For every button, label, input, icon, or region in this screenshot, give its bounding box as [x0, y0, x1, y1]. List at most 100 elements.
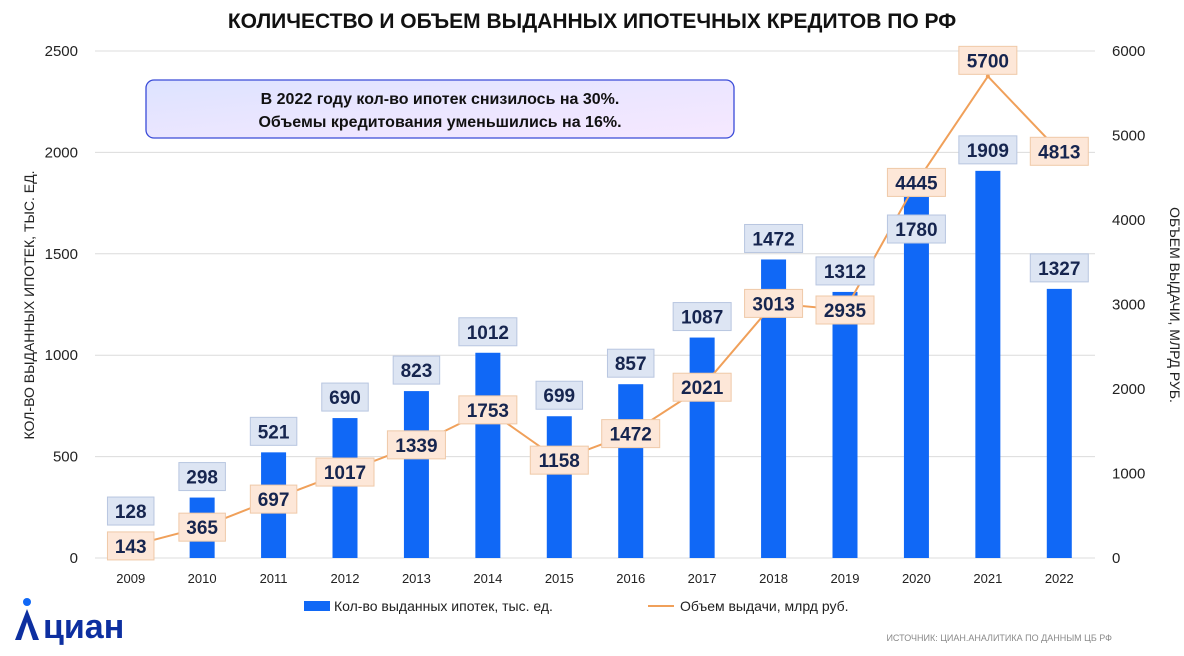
bar — [832, 291, 858, 558]
left-axis-title: КОЛ-ВО ВЫДАННЫХ ИПОТЕК, ТЫС. ЕД. — [21, 170, 37, 439]
x-axis-ticks: 2009 2010 2011 2012 2013 2014 2015 2016 2017 2018… — [116, 571, 1073, 586]
bar-label-text: 298 — [186, 468, 218, 489]
bar — [903, 197, 929, 559]
right-tick-label: 3000 — [1112, 297, 1145, 314]
line-label: 1339 — [386, 430, 446, 460]
location-pin-person-icon — [15, 598, 39, 640]
line-label-box — [744, 288, 804, 318]
line-data-labels: 143 365 697 1017 1339 1753 1158 1472 2021 3013 293… — [106, 45, 1089, 561]
bar — [618, 384, 644, 558]
x-tick-label: 2009 — [116, 571, 145, 586]
line-label-text: 3013 — [752, 294, 794, 315]
bar-label-box — [392, 355, 441, 385]
line-label-text: 2021 — [681, 378, 724, 399]
line-label-text: 1158 — [539, 451, 580, 472]
line-label-box — [315, 457, 375, 487]
bar-label: 1087 — [672, 302, 732, 332]
line-label-text: 1472 — [610, 425, 652, 446]
x-tick-label: 2020 — [902, 571, 931, 586]
bar — [975, 170, 1001, 558]
right-axis-ticks: 0 1000 2000 3000 4000 5000 6000 — [1112, 43, 1145, 567]
bar-label: 823 — [392, 355, 441, 385]
line-label: 697 — [249, 484, 298, 514]
bar-label: 1909 — [958, 135, 1018, 165]
right-tick-label: 1000 — [1112, 466, 1145, 483]
bar-label-box — [958, 135, 1018, 165]
bar-label-box — [458, 317, 518, 347]
bar-label-text: 1780 — [895, 220, 937, 241]
bar-label-box — [1029, 253, 1089, 283]
right-tick-label: 4000 — [1112, 212, 1145, 229]
right-tick-label: 6000 — [1112, 43, 1145, 60]
bar-label-box — [744, 223, 804, 253]
line-label: 1158 — [529, 445, 589, 475]
bar-label: 1327 — [1029, 253, 1089, 283]
bar — [1046, 288, 1072, 558]
bar-label-box — [178, 462, 226, 492]
line-label-box — [958, 45, 1018, 75]
line-label: 1753 — [458, 395, 518, 425]
bar — [689, 337, 715, 558]
line-label-text: 2935 — [824, 301, 867, 322]
source-note: ИСТОЧНИК: ЦИАН.АНАЛИТИКА ПО ДАННЫМ ЦБ РФ — [886, 633, 1112, 643]
bar-label-text: 521 — [258, 422, 290, 443]
bar — [475, 352, 501, 558]
line-label-text: 5700 — [967, 51, 1009, 72]
annotation-box: В 2022 году кол-во ипотек снизилось на 3… — [145, 79, 735, 139]
line-label: 365 — [178, 512, 226, 542]
bar — [546, 416, 572, 558]
line-label-text: 365 — [186, 518, 218, 539]
annotation-line-1: В 2022 году кол-во ипотек снизилось на 3… — [261, 91, 620, 108]
left-tick-label: 2500 — [45, 43, 78, 60]
bar — [403, 391, 429, 558]
line-label-box — [886, 167, 946, 197]
line-label: 2935 — [815, 295, 875, 325]
left-tick-label: 1000 — [45, 347, 78, 364]
bar-label-box — [249, 416, 298, 446]
line-label-text: 143 — [115, 537, 147, 558]
bar-label-text: 690 — [329, 388, 361, 409]
bar-label-text: 1087 — [681, 308, 723, 329]
x-tick-label: 2016 — [616, 571, 645, 586]
left-tick-label: 500 — [53, 449, 78, 466]
annotation-line-2: Объемы кредитования уменьшились на 16%. — [258, 114, 621, 131]
line-label-text: 1753 — [467, 401, 509, 422]
bar-label-text: 857 — [615, 354, 647, 375]
line-label-box — [106, 531, 155, 561]
line-label: 143 — [106, 531, 155, 561]
x-tick-label: 2010 — [188, 571, 217, 586]
right-tick-label: 0 — [1112, 550, 1120, 567]
x-tick-label: 2015 — [545, 571, 574, 586]
bar-label-text: 1472 — [752, 229, 794, 250]
right-tick-label: 2000 — [1112, 381, 1145, 398]
line-label: 4813 — [1029, 136, 1089, 166]
chart-title: КОЛИЧЕСТВО И ОБЪЕМ ВЫДАННЫХ ИПОТЕЧНЫХ КР… — [228, 10, 956, 33]
x-tick-label: 2018 — [759, 571, 788, 586]
line-label: 3013 — [744, 288, 804, 318]
line-label-box — [249, 484, 298, 514]
bar-label: 1780 — [886, 214, 946, 244]
bar-label: 699 — [535, 380, 584, 410]
bar-label: 1312 — [815, 256, 875, 286]
logo-text: циан — [43, 608, 124, 646]
legend: Кол-во выданных ипотек, тыс. ед. Объем в… — [304, 598, 849, 614]
bar-label: 521 — [249, 416, 298, 446]
bar-label-text: 699 — [543, 386, 575, 407]
x-tick-label: 2014 — [473, 571, 502, 586]
cian-logo: циан — [15, 598, 124, 646]
left-tick-label: 2000 — [45, 144, 78, 161]
bar-data-labels: 128 298 521 690 823 1012 699 857 1087 1472 1312 178… — [106, 135, 1089, 526]
bar-label-box — [535, 380, 584, 410]
bar-label-box — [815, 256, 875, 286]
line-label-text: 4813 — [1038, 142, 1080, 163]
line-label: 2021 — [672, 372, 732, 402]
bar-label-box — [106, 496, 155, 526]
bar-label: 857 — [606, 348, 655, 378]
bar — [332, 418, 358, 558]
bar-label-text: 1312 — [824, 262, 866, 283]
x-tick-label: 2012 — [331, 571, 360, 586]
left-tick-label: 1500 — [45, 246, 78, 263]
x-tick-label: 2022 — [1045, 571, 1074, 586]
bar-label-text: 1012 — [467, 323, 509, 344]
